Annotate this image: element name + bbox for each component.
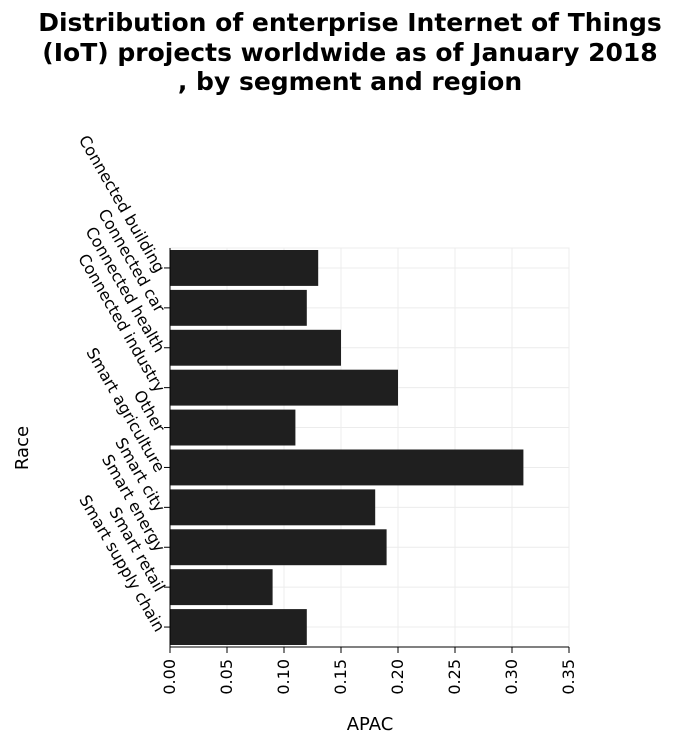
bar [170, 249, 319, 286]
bar [170, 569, 273, 606]
x-tick-label: 0.25 [445, 659, 464, 695]
chart-title: Distribution of enterprise Internet of T… [38, 8, 662, 96]
bars [170, 249, 524, 646]
x-axis-label: APAC [347, 714, 394, 735]
bar [170, 409, 296, 446]
x-tick-labels: 0.00 0.05 0.10 0.15 0.20 0.25 0.30 0.35 [160, 659, 578, 695]
x-tick-label: 0.15 [331, 659, 350, 695]
y-axis-label: Race [12, 426, 33, 470]
axes [164, 248, 570, 653]
bar [170, 289, 307, 326]
bar [170, 449, 524, 486]
chart-title-line-3: , by segment and region [178, 67, 522, 96]
x-tick-label: 0.00 [160, 659, 179, 695]
chart-title-line-1: Distribution of enterprise Internet of T… [38, 8, 662, 37]
bar [170, 329, 341, 366]
bar [170, 489, 376, 526]
bar [170, 529, 387, 566]
x-tick-label: 0.35 [559, 659, 578, 695]
bar [170, 609, 307, 646]
x-tick-label: 0.30 [502, 659, 521, 695]
x-tick-label: 0.10 [274, 659, 293, 695]
x-tick-label: 0.20 [388, 659, 407, 695]
bar [170, 369, 398, 406]
chart-title-line-2: (IoT) projects worldwide as of January 2… [42, 38, 657, 67]
x-tick-label: 0.05 [217, 659, 236, 695]
